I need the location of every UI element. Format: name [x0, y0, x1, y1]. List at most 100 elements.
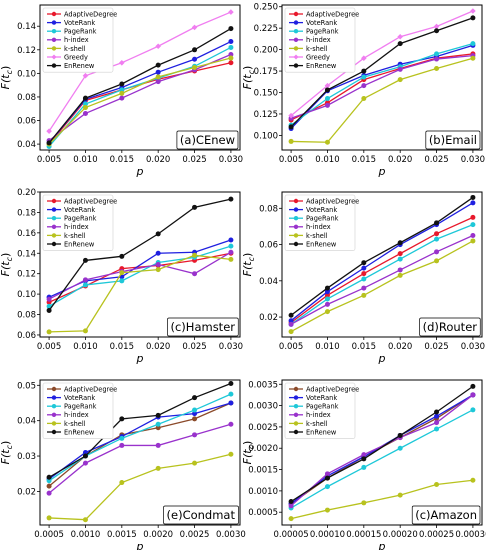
- data-point-pagerank-5: [470, 41, 476, 47]
- data-point-pagerank-1: [82, 101, 88, 107]
- y-tick-label: 0.02: [259, 313, 278, 323]
- x-tick-label: 0.025: [182, 155, 206, 165]
- legend-label: PageRank: [64, 28, 97, 36]
- data-point-enrenew-0: [288, 312, 294, 318]
- legend-label: AdaptiveDegree: [306, 385, 359, 393]
- legend-label: PageRank: [306, 403, 339, 411]
- legend-swatch-marker: [51, 46, 57, 51]
- legend-swatch-marker: [51, 224, 57, 229]
- legend-swatch-marker: [293, 207, 299, 212]
- data-point-pagerank-1: [324, 296, 330, 302]
- data-point-greedy-4: [433, 23, 440, 30]
- data-point-enrenew-0: [46, 140, 52, 146]
- data-point-enrenew-3: [397, 41, 403, 47]
- legend: AdaptiveDegreeVoteRankPageRankh-indexk-s…: [42, 382, 117, 439]
- legend-swatch-marker: [51, 198, 57, 204]
- legend-label: EnRenew: [306, 428, 337, 436]
- x-axis-label: p: [378, 540, 386, 550]
- legend-swatch-marker: [293, 54, 299, 60]
- x-tick-label: 0.00025: [419, 530, 454, 540]
- data-point-h-index-2: [361, 83, 367, 89]
- data-point-greedy-5: [228, 9, 234, 15]
- legend-item-adaptivedegree: AdaptiveDegree: [289, 385, 359, 393]
- panel-label-box: [419, 317, 481, 337]
- legend-label: EnRenew: [306, 62, 337, 70]
- data-point-greedy-5: [470, 8, 476, 14]
- data-point-voterank-5: [228, 400, 234, 406]
- legend-label: h-index: [64, 36, 89, 44]
- legend-item-enrenew: EnRenew: [289, 428, 337, 436]
- data-point-h-index-4: [434, 56, 440, 62]
- legend-label: VoteRank: [306, 19, 337, 27]
- series-line-adaptivedegree: [290, 216, 474, 324]
- series-line-enrenew: [48, 28, 232, 144]
- data-point-pagerank-4: [192, 407, 198, 413]
- legend-swatch-marker: [51, 241, 57, 247]
- y-tick-label: 0.03: [17, 452, 36, 462]
- data-point-greedy-0: [288, 112, 294, 119]
- y-tick-label: 0.02: [17, 487, 36, 497]
- y-tick-label: 0.225: [254, 24, 278, 34]
- x-axis-label: p: [378, 352, 386, 365]
- data-point-enrenew-2: [361, 456, 367, 462]
- x-tick-label: 0.00010: [310, 530, 345, 540]
- legend-item-adaptivedegree: AdaptiveDegree: [289, 10, 359, 18]
- x-tick-label: 0.020: [146, 155, 170, 165]
- series-line-pagerank: [290, 409, 474, 509]
- x-tick-label: 0.005: [279, 155, 303, 165]
- series-line-h-index: [48, 251, 232, 300]
- data-point-greedy-3: [155, 43, 161, 50]
- data-point-h-index-0: [46, 490, 52, 496]
- data-point-h-index-3: [155, 262, 161, 267]
- x-tick-label: 0.030: [219, 155, 243, 165]
- panel-label-box: [163, 505, 239, 525]
- data-point-enrenew-1: [82, 95, 88, 101]
- y-tick-label: 0.08: [17, 311, 36, 321]
- data-point-h-index-2: [361, 285, 367, 291]
- x-tick-label: 0.0025: [180, 530, 210, 540]
- data-point-enrenew-0: [46, 474, 52, 480]
- y-tick-label: 0.10: [17, 290, 36, 300]
- legend-swatch-marker: [293, 429, 299, 435]
- data-point-enrenew-3: [155, 62, 161, 68]
- legend-swatch-marker: [293, 46, 299, 51]
- series-voterank: [288, 200, 476, 324]
- data-point-pagerank-2: [119, 278, 125, 284]
- legend-label: VoteRank: [306, 206, 337, 214]
- y-tick-label: 0.14: [17, 22, 36, 32]
- legend-item-k-shell: k-shell: [47, 45, 86, 53]
- data-point-k-shell-3: [397, 272, 403, 278]
- data-point-h-index-2: [361, 452, 367, 458]
- legend-item-voterank: VoteRank: [47, 206, 95, 214]
- data-point-greedy-3: [397, 33, 403, 40]
- legend-item-k-shell: k-shell: [47, 232, 86, 240]
- legend-swatch-marker: [51, 404, 57, 409]
- series-k-shell: [46, 451, 234, 523]
- series-line-enrenew: [290, 17, 474, 128]
- legend-swatch-marker: [293, 11, 299, 17]
- x-axis-label: p: [136, 165, 144, 178]
- y-tick-label: 0.125: [254, 110, 278, 120]
- legend-label: AdaptiveDegree: [64, 385, 117, 393]
- data-point-k-shell-0: [288, 329, 294, 335]
- legend-swatch-marker: [293, 63, 299, 68]
- data-point-enrenew-0: [288, 124, 294, 130]
- legend-item-h-index: h-index: [47, 411, 89, 419]
- panel-label: (c)Hamster: [171, 320, 236, 334]
- x-tick-label: 0.010: [315, 155, 339, 165]
- data-point-k-shell-5: [228, 451, 234, 457]
- legend-item-enrenew: EnRenew: [47, 62, 95, 70]
- panel-c-hamster: 0.005 0.010 0.015 0.020 0.025 0.030 0.06 0.08 0.…: [0, 188, 243, 365]
- data-point-greedy-2: [361, 55, 367, 61]
- legend-swatch-marker: [51, 63, 57, 68]
- data-point-k-shell-5: [228, 256, 234, 262]
- legend-label: k-shell: [306, 45, 328, 53]
- legend: AdaptiveDegreeVoteRankPageRankh-indexk-s…: [284, 382, 359, 439]
- data-point-enrenew-1: [82, 257, 88, 263]
- panel-label: (e)Condmat: [167, 508, 236, 522]
- series-enrenew: [288, 15, 476, 130]
- data-point-k-shell-1: [82, 328, 88, 334]
- legend-item-enrenew: EnRenew: [47, 240, 95, 248]
- x-tick-label: 0.005: [37, 155, 61, 165]
